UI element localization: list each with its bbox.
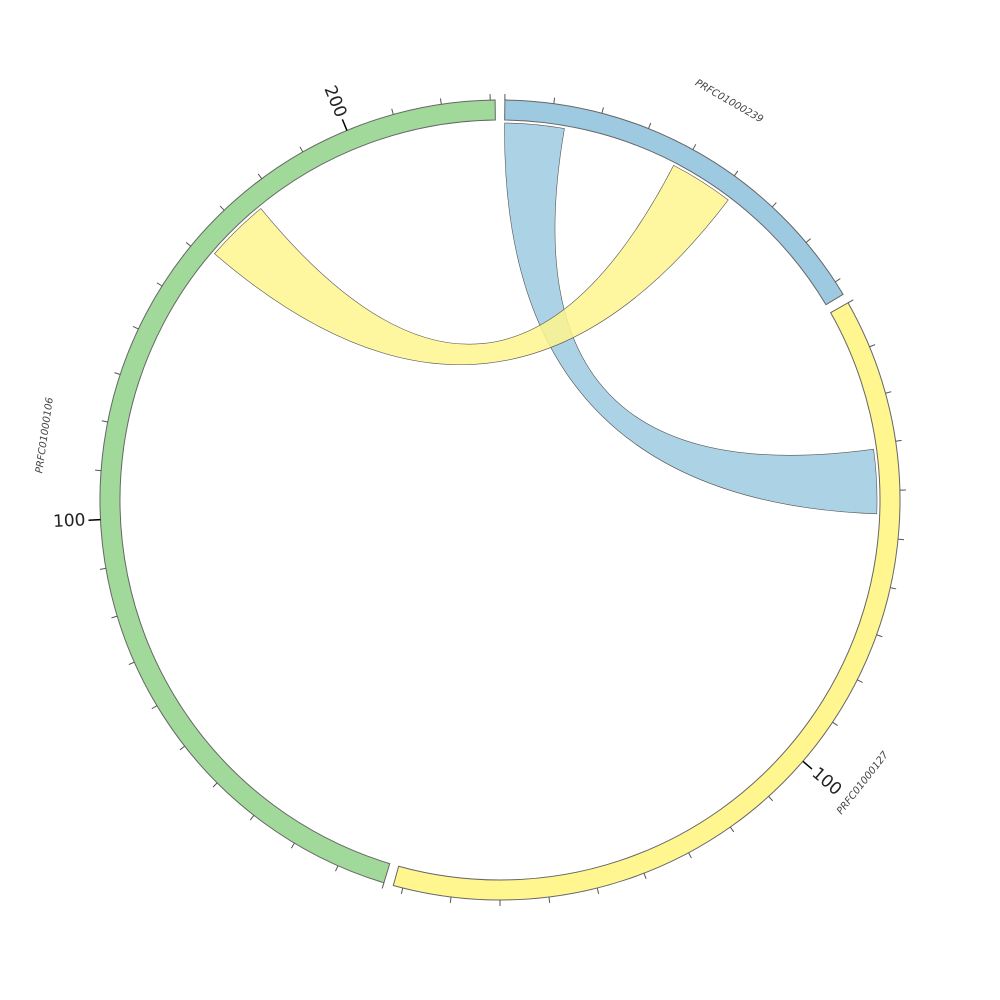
minor-tick bbox=[898, 538, 905, 541]
minor-tick bbox=[692, 144, 697, 150]
minor-tick bbox=[114, 372, 121, 376]
segment-label: PRFC01000239 bbox=[693, 78, 765, 126]
minor-tick bbox=[895, 439, 902, 442]
minor-tick bbox=[179, 745, 185, 751]
segment bbox=[392, 302, 901, 901]
minor-tick bbox=[643, 873, 647, 879]
tick-label: 200 bbox=[320, 83, 351, 121]
minor-tick bbox=[128, 661, 135, 666]
minor-tick bbox=[688, 852, 692, 859]
minor-tick bbox=[648, 122, 652, 129]
minor-tick bbox=[111, 615, 118, 619]
minor-tick bbox=[335, 865, 339, 872]
minor-tick bbox=[257, 173, 263, 180]
link bbox=[504, 122, 878, 515]
minor-tick bbox=[869, 344, 876, 348]
minor-tick bbox=[768, 796, 774, 802]
minor-tick bbox=[156, 282, 163, 287]
minor-tick bbox=[847, 299, 854, 304]
minor-tick bbox=[439, 98, 442, 105]
minor-tick bbox=[890, 587, 897, 590]
tick-label: 100 bbox=[808, 763, 846, 799]
minor-tick bbox=[290, 842, 295, 849]
major-tick bbox=[88, 518, 101, 521]
minor-tick bbox=[381, 882, 385, 889]
major-tick bbox=[802, 760, 813, 770]
minor-tick bbox=[771, 202, 777, 208]
link bbox=[214, 164, 729, 365]
minor-tick bbox=[212, 782, 218, 788]
segment bbox=[99, 99, 496, 884]
minor-tick bbox=[553, 97, 556, 104]
minor-tick bbox=[185, 242, 192, 247]
links bbox=[214, 122, 878, 515]
minor-tick bbox=[548, 896, 551, 904]
minor-tick bbox=[733, 170, 739, 177]
minor-tick bbox=[832, 721, 838, 726]
minor-tick bbox=[729, 826, 735, 833]
minor-tick bbox=[885, 391, 892, 394]
minor-tick bbox=[219, 205, 225, 211]
minor-tick bbox=[151, 705, 158, 710]
minor-tick bbox=[596, 887, 600, 894]
minor-tick bbox=[876, 634, 883, 638]
segment bbox=[504, 99, 844, 306]
tick-label: 100 bbox=[53, 510, 86, 532]
minor-tick bbox=[835, 278, 841, 283]
minor-tick bbox=[391, 108, 394, 115]
minor-tick bbox=[132, 325, 139, 330]
minor-tick bbox=[299, 146, 304, 153]
minor-tick bbox=[601, 107, 604, 114]
minor-tick bbox=[857, 679, 863, 683]
segment-label: PRFC01000106 bbox=[34, 397, 56, 474]
minor-tick bbox=[449, 896, 452, 904]
minor-tick bbox=[249, 815, 255, 821]
major-tick bbox=[341, 119, 348, 131]
minor-tick bbox=[101, 420, 108, 423]
minor-tick bbox=[805, 238, 811, 243]
minor-tick bbox=[99, 567, 106, 570]
minor-tick bbox=[400, 887, 404, 894]
